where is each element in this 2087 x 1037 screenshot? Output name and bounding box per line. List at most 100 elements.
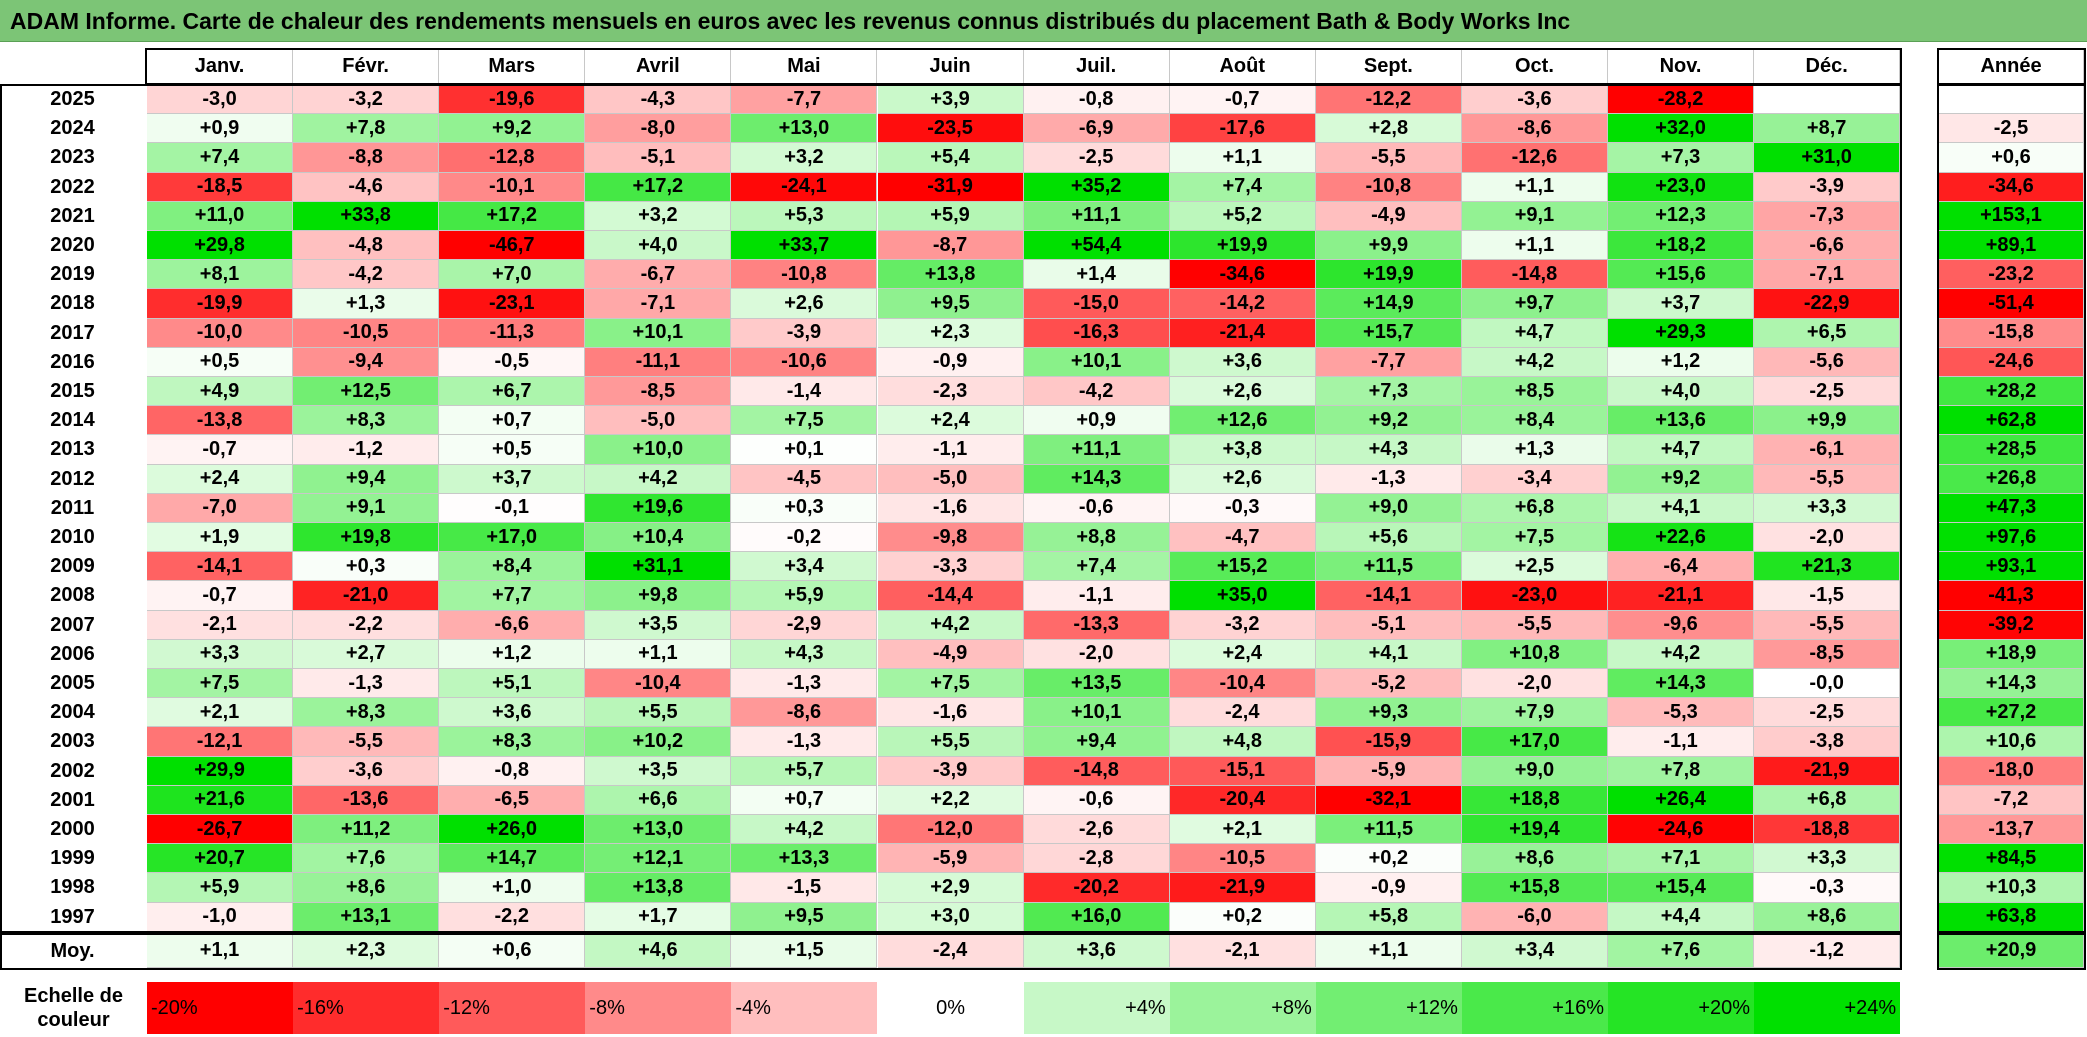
heat-cell: -5,1 (585, 143, 732, 173)
heat-cell: -13,3 (1023, 610, 1170, 640)
heat-cell: +3,6 (1169, 347, 1316, 377)
heat-cell: +6,6 (585, 785, 732, 815)
heat-cell: -5,5 (293, 727, 440, 757)
annual-cell: +18,9 (1939, 639, 2084, 669)
annual-cell: +89,1 (1939, 231, 2084, 261)
heat-cell: +1,7 (585, 902, 732, 932)
annual-cell: +26,8 (1939, 464, 2084, 494)
heat-cell: -14,1 (1315, 581, 1462, 611)
heat-cell: -8,6 (731, 698, 878, 728)
heat-cell: +1,2 (1608, 347, 1755, 377)
heat-cell: +0,7 (439, 406, 586, 436)
heat-cell: +33,8 (293, 201, 440, 231)
heat-cell: -8,6 (1461, 114, 1608, 144)
heat-cell: -8,7 (877, 231, 1024, 261)
heat-cell: +4,4 (1608, 902, 1755, 932)
heat-cell: +35,2 (1023, 172, 1170, 202)
heat-cell: -2,2 (439, 902, 586, 932)
heat-cell: +4,2 (1461, 347, 1608, 377)
annual-cell: +10,3 (1939, 873, 2084, 903)
heat-cell: -2,1 (147, 610, 294, 640)
heat-cell: +7,5 (147, 669, 294, 699)
heat-cell: -1,5 (1754, 581, 1901, 611)
heat-cell: +9,0 (1461, 756, 1608, 786)
heat-cell: -0,6 (1023, 785, 1170, 815)
color-scale-swatch: -8% (585, 982, 732, 1034)
heat-cell: +12,1 (585, 844, 732, 874)
heat-cell: -8,0 (585, 114, 732, 144)
heat-cell: +1,3 (293, 289, 440, 319)
heat-cell: +9,1 (293, 493, 440, 523)
row-year-label: 2003 (0, 727, 145, 757)
heat-cell: +15,4 (1608, 873, 1755, 903)
heat-cell: +1,1 (1461, 172, 1608, 202)
heat-cell: +12,6 (1169, 406, 1316, 436)
heat-cell: +2,8 (1315, 114, 1462, 144)
heat-cell: -9,8 (877, 523, 1024, 553)
heat-cell: +7,9 (1461, 698, 1608, 728)
heat-cell: -5,2 (1315, 669, 1462, 699)
heat-cell: +4,7 (1461, 318, 1608, 348)
heat-cell: +3,2 (731, 143, 878, 173)
annual-cell: -39,2 (1939, 610, 2084, 640)
row-year-label: 2017 (0, 318, 145, 348)
heat-cell: +4,7 (1608, 435, 1755, 465)
column-header: Févr. (293, 50, 440, 84)
color-scale-swatch: +4% (1023, 982, 1170, 1034)
heat-cell: -6,0 (1461, 902, 1608, 932)
heat-cell: -23,1 (439, 289, 586, 319)
heat-cell: +0,5 (439, 435, 586, 465)
heat-cell: -5,0 (585, 406, 732, 436)
heat-cell: +2,2 (877, 785, 1024, 815)
annual-cell: -7,2 (1939, 785, 2084, 815)
heat-cell: -5,6 (1754, 347, 1901, 377)
heat-cell: -17,6 (1169, 114, 1316, 144)
heat-cell: -1,1 (877, 435, 1024, 465)
heat-cell: +33,7 (731, 231, 878, 261)
heat-cell: +2,9 (877, 873, 1024, 903)
heat-cell: -3,9 (877, 756, 1024, 786)
annual-cell: +84,5 (1939, 844, 2084, 874)
heat-cell: +10,1 (1023, 698, 1170, 728)
heat-cell: +1,9 (147, 523, 294, 553)
heat-cell: +6,5 (1754, 318, 1901, 348)
color-scale-swatch: -4% (731, 982, 878, 1034)
heat-cell: -3,0 (147, 85, 294, 115)
row-year-label: 2015 (0, 377, 145, 407)
heat-cell: -2,0 (1754, 523, 1901, 553)
row-year-label: 2013 (0, 435, 145, 465)
heat-cell: -3,8 (1754, 727, 1901, 757)
heat-cell: +31,1 (585, 552, 732, 582)
heat-cell: -7,3 (1754, 201, 1901, 231)
heat-cell: -0,7 (147, 435, 294, 465)
heat-cell: +7,6 (293, 844, 440, 874)
heat-cell: +19,8 (293, 523, 440, 553)
heat-cell: +1,1 (1169, 143, 1316, 173)
heat-cell: -10,0 (147, 318, 294, 348)
heat-cell: -5,9 (1315, 756, 1462, 786)
heat-cell: +2,1 (147, 698, 294, 728)
heat-cell: +8,4 (439, 552, 586, 582)
heat-cell: +4,2 (731, 815, 878, 845)
heat-cell: +15,2 (1169, 552, 1316, 582)
heat-cell: +0,2 (1169, 902, 1316, 932)
row-year-label: 2000 (0, 815, 145, 845)
heat-cell: +9,0 (1315, 493, 1462, 523)
heat-cell: -5,5 (1461, 610, 1608, 640)
row-year-label: 1998 (0, 873, 145, 903)
heat-cell: -0,1 (439, 493, 586, 523)
color-scale-swatch: 0% (877, 982, 1024, 1034)
heat-cell: +4,1 (1608, 493, 1755, 523)
heat-cell: +13,0 (585, 815, 732, 845)
heat-cell: +2,4 (877, 406, 1024, 436)
heat-cell: +3,0 (877, 902, 1024, 932)
heat-cell: -14,1 (147, 552, 294, 582)
heat-cell: +7,3 (1315, 377, 1462, 407)
row-year-label: 2012 (0, 464, 145, 494)
heat-cell: -1,2 (293, 435, 440, 465)
heat-cell: -5,1 (1315, 610, 1462, 640)
heat-cell: -6,5 (439, 785, 586, 815)
annual-cell: +28,5 (1939, 435, 2084, 465)
heat-cell: +9,3 (1315, 698, 1462, 728)
